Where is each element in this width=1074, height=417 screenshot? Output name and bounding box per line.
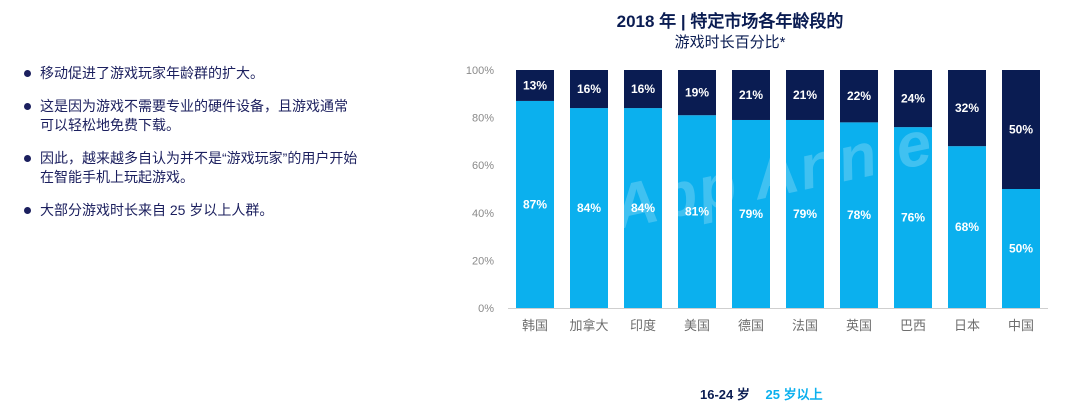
data-label-16-24: 21% xyxy=(793,88,817,102)
bar-segment-25-plus xyxy=(840,122,878,308)
bullet-dot xyxy=(24,155,31,162)
bullet-list: 移动促进了游戏玩家年龄群的扩大。 这是因为游戏不需要专业的硬件设备，且游戏通常可… xyxy=(24,64,358,234)
bar-segment-25-plus xyxy=(732,119,770,308)
data-label-16-24: 13% xyxy=(523,78,547,92)
y-tick-label: 20% xyxy=(472,255,494,267)
bar-segment-25-plus xyxy=(948,146,986,308)
data-label-25-plus: 81% xyxy=(685,205,709,219)
data-label-16-24: 16% xyxy=(631,82,655,96)
data-label-16-24: 50% xyxy=(1009,123,1033,137)
data-label-25-plus: 76% xyxy=(901,211,925,225)
bar-segment-25-plus xyxy=(516,100,554,308)
data-label-25-plus: 79% xyxy=(739,207,763,221)
x-tick-label: 巴西 xyxy=(900,318,926,333)
bar-segment-16-24 xyxy=(732,70,770,120)
bullet-dot xyxy=(24,207,31,214)
data-label-16-24: 32% xyxy=(955,101,979,115)
bullet-text: 移动促进了游戏玩家年龄群的扩大。 xyxy=(40,65,264,81)
bar-segment-16-24 xyxy=(1002,70,1040,189)
bullet-item: 因此，越来越多自认为并不是“游戏玩家”的用户开始在智能手机上玩起游戏。 xyxy=(24,149,358,187)
x-tick-label: 日本 xyxy=(954,318,980,333)
x-tick-label: 加拿大 xyxy=(569,318,608,333)
bar-segment-25-plus xyxy=(894,127,932,309)
bullet-item: 这是因为游戏不需要专业的硬件设备，且游戏通常可以轻松地免费下载。 xyxy=(24,97,358,135)
y-tick-label: 40% xyxy=(472,208,494,220)
x-tick-label: 印度 xyxy=(630,318,656,333)
x-tick-label: 英国 xyxy=(846,318,872,333)
legend: 16-24 岁 25 岁以上 xyxy=(700,384,835,403)
y-tick-label: 60% xyxy=(472,160,494,172)
x-tick-label: 美国 xyxy=(684,318,710,333)
x-tick-label: 德国 xyxy=(738,318,764,333)
y-tick-label: 100% xyxy=(466,65,494,77)
data-label-25-plus: 50% xyxy=(1009,242,1033,256)
bullet-item: 大部分游戏时长来自 25 岁以上人群。 xyxy=(24,201,358,220)
data-label-16-24: 16% xyxy=(577,82,601,96)
bar-segment-25-plus xyxy=(786,119,824,308)
data-label-25-plus: 68% xyxy=(955,220,979,234)
legend-entry-25-plus: 25 岁以上 xyxy=(765,387,823,402)
data-label-25-plus: 84% xyxy=(631,201,655,215)
y-tick-label: 0% xyxy=(478,303,494,315)
data-label-25-plus: 84% xyxy=(577,201,601,215)
bar-segment-16-24 xyxy=(948,70,986,147)
x-tick-label: 韩国 xyxy=(522,318,548,333)
chart-subtitle: 游戏时长百分比* xyxy=(674,34,786,51)
bar-segment-16-24 xyxy=(786,70,824,120)
y-tick-label: 80% xyxy=(472,113,494,125)
bar-segment-16-24 xyxy=(678,70,716,116)
bar-segment-25-plus xyxy=(1002,189,1040,308)
data-label-25-plus: 79% xyxy=(793,207,817,221)
x-tick-label: 中国 xyxy=(1008,318,1034,333)
bar-segment-16-24 xyxy=(624,70,662,109)
chart-title: 2018 年 | 特定市场各年龄段的 xyxy=(616,12,844,31)
data-label-16-24: 22% xyxy=(847,89,871,103)
bullet-dot xyxy=(24,70,31,77)
bar-segment-25-plus xyxy=(624,108,662,308)
bullet-text: 这是因为游戏不需要专业的硬件设备，且游戏通常可以轻松地免费下载。 xyxy=(40,98,348,133)
bar-segment-16-24 xyxy=(894,70,932,128)
bullet-text: 因此，越来越多自认为并不是“游戏玩家”的用户开始在智能手机上玩起游戏。 xyxy=(40,150,358,185)
bullet-item: 移动促进了游戏玩家年龄群的扩大。 xyxy=(24,64,358,83)
data-label-16-24: 19% xyxy=(685,86,709,100)
data-label-25-plus: 78% xyxy=(847,208,871,222)
data-label-16-24: 21% xyxy=(739,88,763,102)
bar-segment-16-24 xyxy=(840,70,878,123)
bar-segment-16-24 xyxy=(570,70,608,109)
bar-segment-25-plus xyxy=(570,108,608,308)
data-label-16-24: 24% xyxy=(901,92,925,106)
bar-segment-16-24 xyxy=(516,70,554,101)
bullet-text: 大部分游戏时长来自 25 岁以上人群。 xyxy=(40,202,274,218)
bullet-dot xyxy=(24,103,31,110)
bar-segment-25-plus xyxy=(678,115,716,308)
data-label-25-plus: 87% xyxy=(523,197,547,211)
x-tick-label: 法国 xyxy=(792,318,818,333)
legend-entry-16-24: 16-24 岁 xyxy=(700,387,750,402)
